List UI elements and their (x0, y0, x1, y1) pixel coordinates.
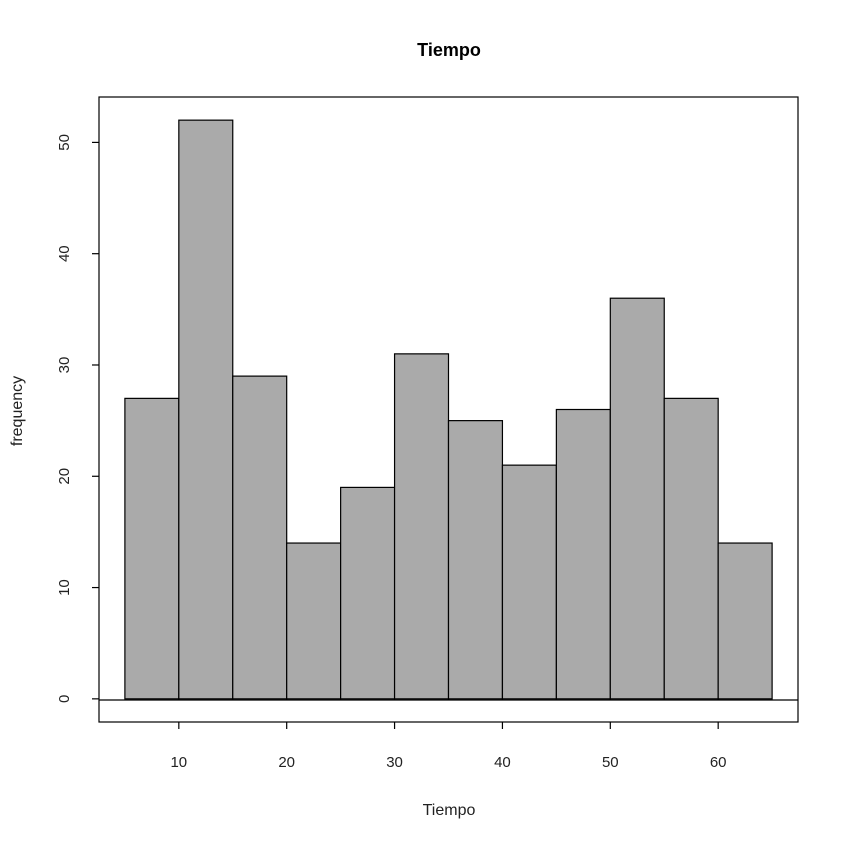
histogram-bar (447, 420, 504, 700)
x-axis-title: Tiempo (423, 802, 476, 819)
histogram-bar (663, 397, 719, 700)
histogram-bar (501, 464, 557, 700)
y-tick-label: 50 (56, 134, 73, 151)
x-tick-label: 60 (710, 754, 727, 771)
x-tick-label: 40 (494, 754, 511, 771)
x-tick-label: 10 (170, 754, 187, 771)
y-tick-label: 10 (56, 579, 73, 596)
histogram-bar (609, 297, 665, 700)
y-tick-label: 20 (56, 468, 73, 485)
plot-frame (98, 96, 799, 723)
x-tick-label: 20 (278, 754, 295, 771)
histogram-bar (286, 542, 342, 700)
x-tick-label: 30 (386, 754, 403, 771)
histogram-bar (340, 486, 396, 700)
histogram-bar (717, 542, 773, 700)
y-axis-title: frequency (9, 376, 26, 446)
y-tick-label: 0 (56, 695, 73, 703)
histogram-bar (555, 408, 611, 700)
y-tick-label: 40 (56, 245, 73, 262)
histogram-bar (232, 375, 288, 700)
y-axis: 0 10 20 30 40 50 (56, 134, 99, 703)
histogram-bar (178, 119, 234, 700)
histogram-bar (393, 353, 450, 700)
x-axis: 10 20 30 40 50 60 (170, 722, 727, 771)
histogram-bar (124, 397, 180, 700)
chart-title: Tiempo (417, 40, 481, 60)
bars (124, 119, 773, 700)
x-tick-label: 50 (602, 754, 619, 771)
y-tick-label: 30 (56, 357, 73, 374)
